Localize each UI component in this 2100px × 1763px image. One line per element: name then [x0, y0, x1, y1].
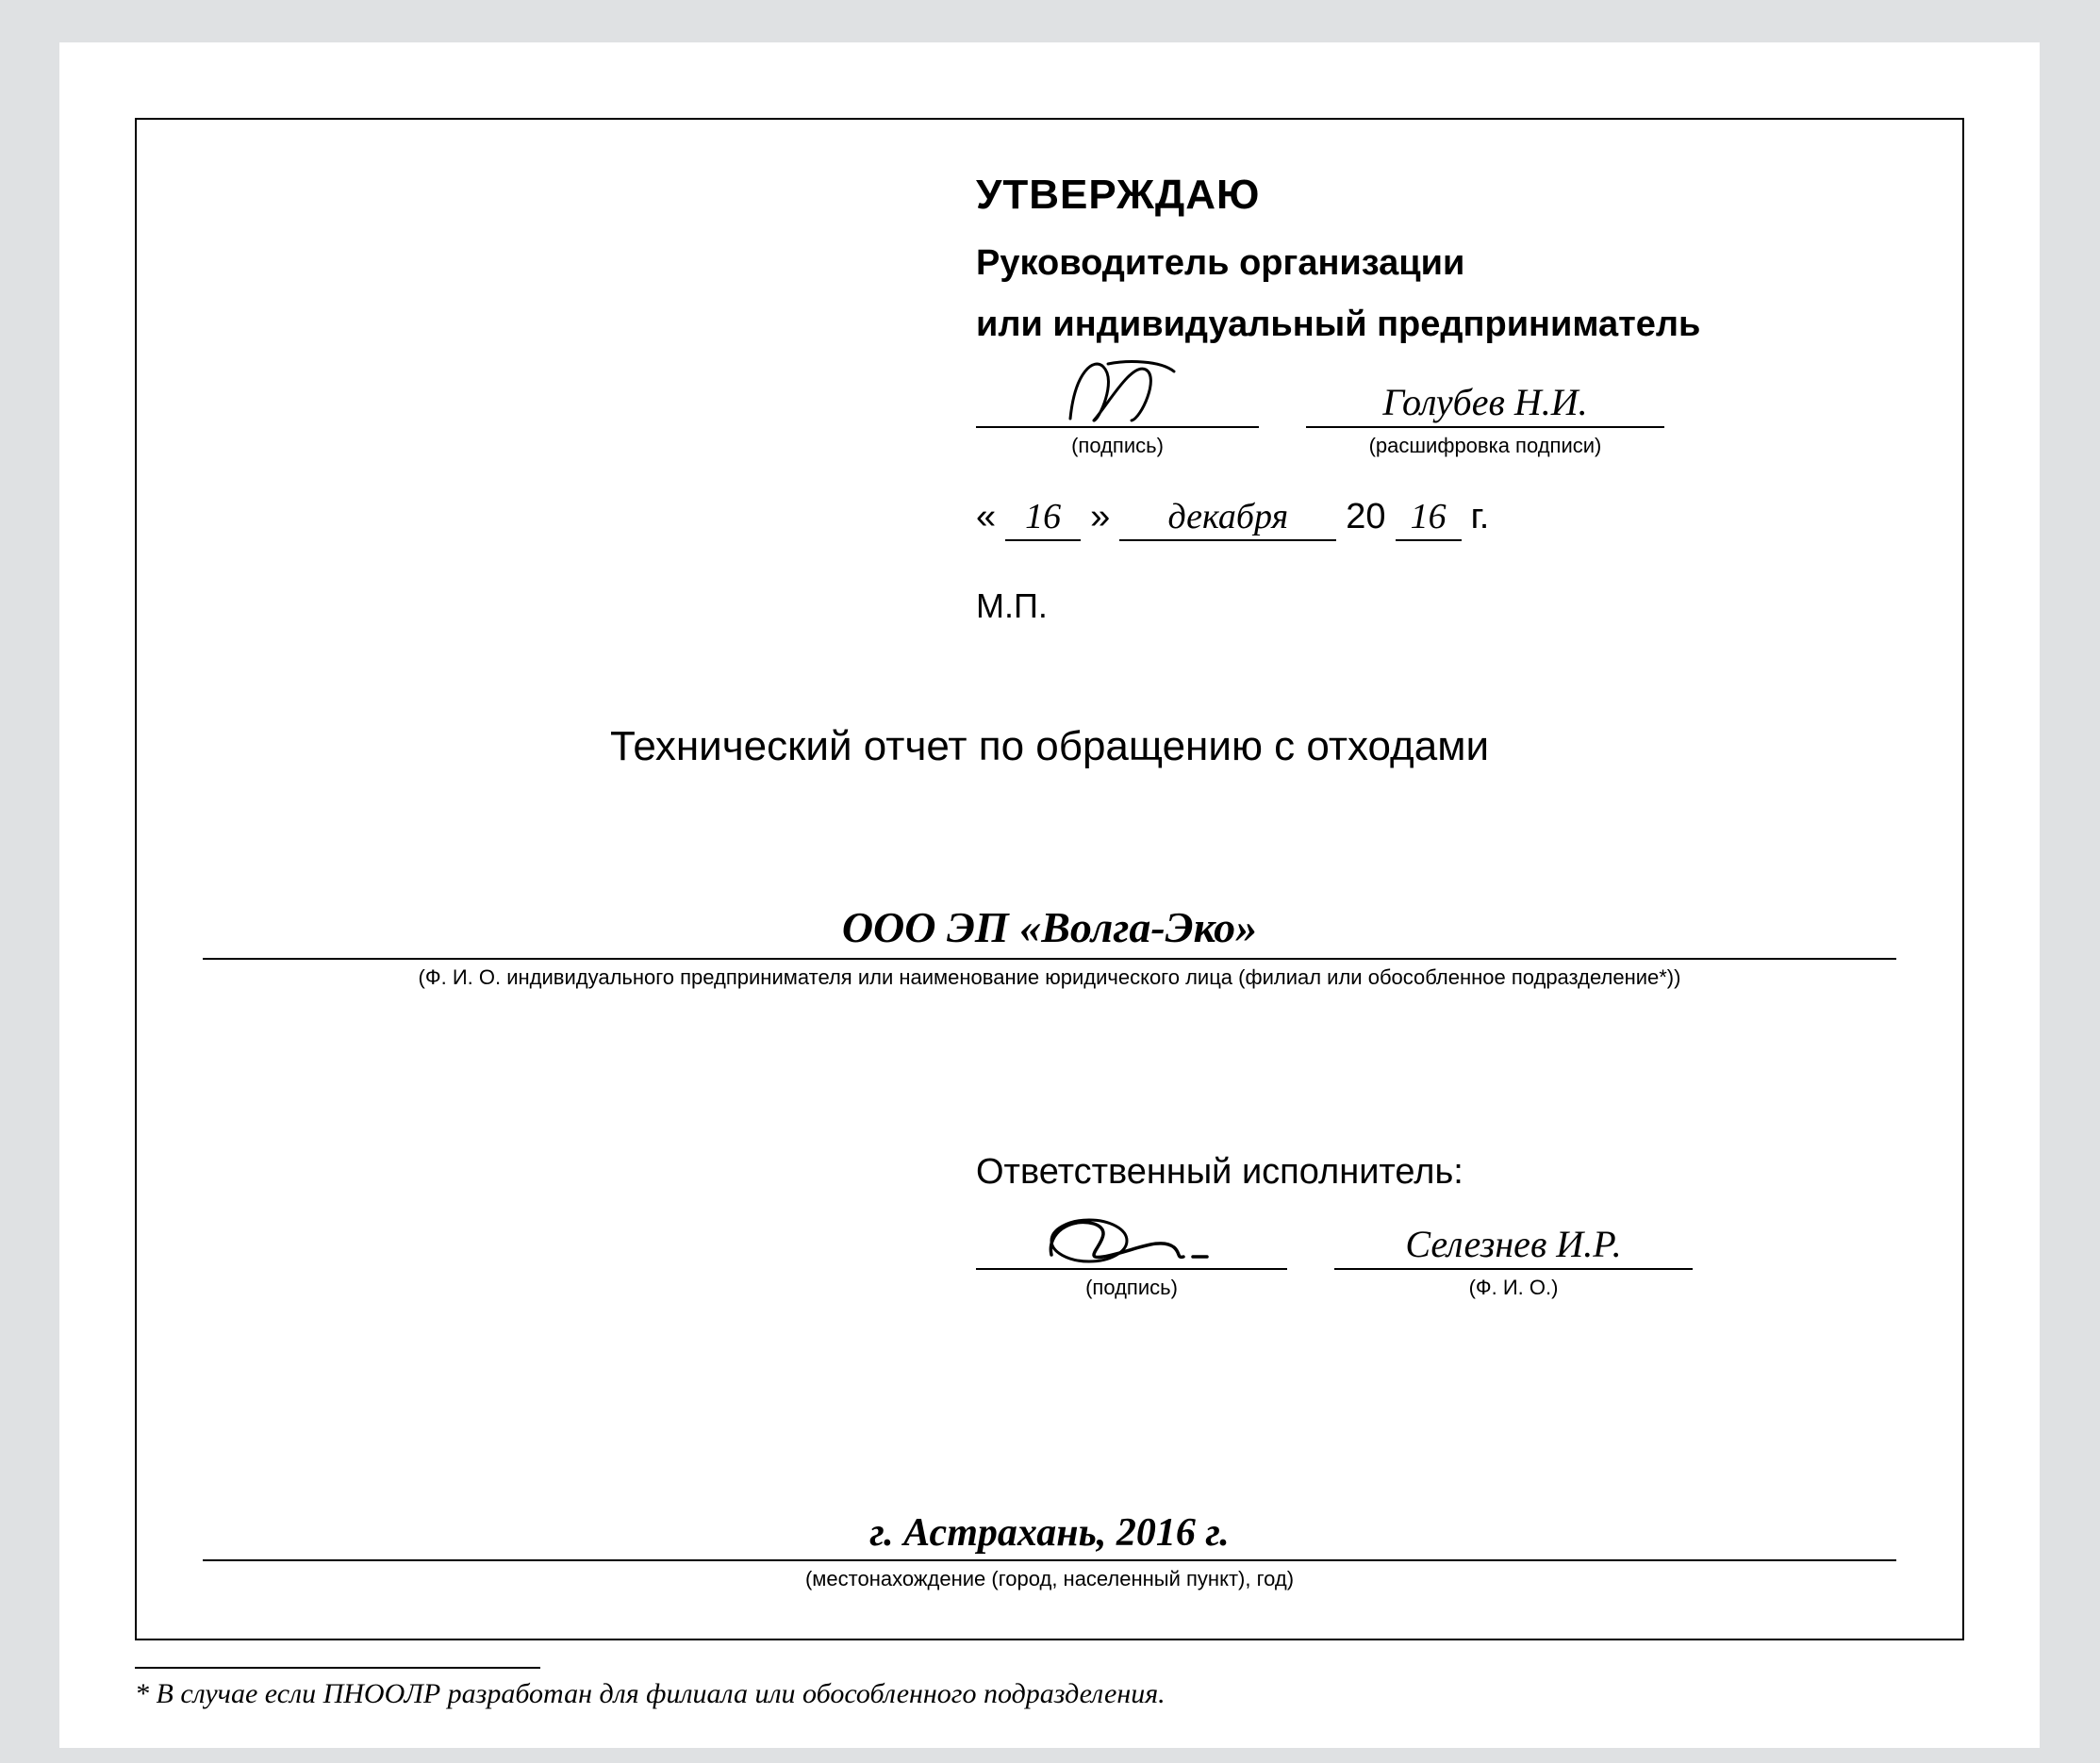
date-day: 16: [1005, 496, 1081, 541]
date-open-quote: «: [976, 497, 996, 537]
executor-heading: Ответственный исполнитель:: [976, 1152, 1862, 1193]
organization-block: ООО ЭП «Волга-Эко» (Ф. И. О. индивидуаль…: [203, 902, 1896, 990]
executor-signature-cell: (подпись): [976, 1204, 1287, 1300]
executor-name-caption: (Ф. И. О.): [1469, 1276, 1559, 1300]
signature-icon: [1051, 353, 1183, 426]
approval-signature-row: (подпись) Голубев Н.И. (расшифровка подп…: [976, 362, 1881, 458]
executor-name-slot: Селезнев И.Р.: [1334, 1204, 1693, 1270]
executor-name: Селезнев И.Р.: [1405, 1222, 1621, 1268]
approval-name-caption: (расшифровка подписи): [1369, 434, 1602, 458]
approve-role-2: или индивидуальный предприниматель: [976, 305, 1881, 345]
approval-name-slot: Голубев Н.И.: [1306, 362, 1664, 428]
paper-sheet: УТВЕРЖДАЮ Руководитель организации или и…: [59, 42, 2040, 1748]
footnote-text: * В случае если ПНООЛР разработан для фи…: [135, 1678, 1964, 1710]
executor-signature-slot: [976, 1204, 1287, 1270]
approve-heading: УТВЕРЖДАЮ: [976, 172, 1881, 219]
approval-date-row: « 16 » декабря 20 16 г.: [976, 496, 1881, 541]
approval-name-cell: Голубев Н.И. (расшифровка подписи): [1306, 362, 1664, 458]
location-line: г. Астрахань, 2016 г.: [203, 1510, 1896, 1561]
date-year: 16: [1396, 496, 1462, 541]
document-frame: УТВЕРЖДАЮ Руководитель организации или и…: [135, 118, 1964, 1640]
approval-signature-slot: [976, 362, 1259, 428]
approval-signature-cell: (подпись): [976, 362, 1259, 458]
executor-name-cell: Селезнев И.Р. (Ф. И. О.): [1334, 1204, 1693, 1300]
organization-name-line: ООО ЭП «Волга-Эко»: [203, 902, 1896, 960]
executor-signature-row: (подпись) Селезнев И.Р. (Ф. И. О.): [976, 1204, 1862, 1300]
stamp-placeholder: М.П.: [976, 586, 1881, 626]
document-title: Технический отчет по обращению с отходам…: [137, 723, 1962, 770]
location-text: г. Астрахань, 2016 г.: [869, 1511, 1230, 1555]
organization-name: ООО ЭП «Волга-Эко»: [842, 903, 1257, 951]
executor-signature-caption: (подпись): [1085, 1276, 1178, 1300]
location-block: г. Астрахань, 2016 г. (местонахождение (…: [203, 1510, 1896, 1591]
date-month: декабря: [1119, 496, 1336, 541]
approve-role-1: Руководитель организации: [976, 243, 1881, 284]
signature-icon: [1037, 1210, 1226, 1268]
executor-block: Ответственный исполнитель: (подпись) Сел…: [976, 1152, 1862, 1300]
date-close-quote: »: [1090, 497, 1110, 537]
approval-decoded-name: Голубев Н.И.: [1382, 380, 1587, 426]
location-caption: (местонахождение (город, населенный пунк…: [203, 1567, 1896, 1591]
approval-signature-caption: (подпись): [1071, 434, 1164, 458]
date-suffix: г.: [1471, 497, 1490, 537]
organization-caption: (Ф. И. О. индивидуального предпринимател…: [203, 965, 1896, 990]
approval-block: УТВЕРЖДАЮ Руководитель организации или и…: [976, 172, 1881, 626]
date-century: 20: [1346, 497, 1385, 537]
footnote-rule: [135, 1667, 540, 1669]
